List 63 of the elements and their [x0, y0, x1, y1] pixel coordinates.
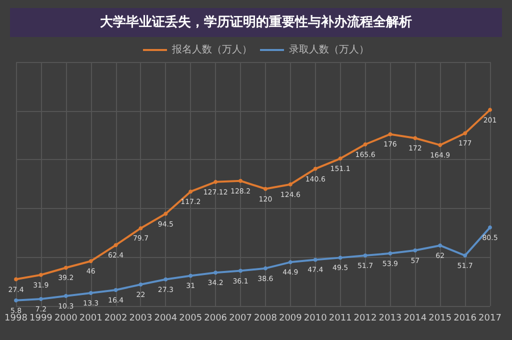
point: [188, 274, 193, 278]
x-tick-label: 1998: [4, 314, 28, 324]
x-tick-label: 2014: [404, 314, 427, 324]
point: [413, 248, 418, 252]
point: [338, 256, 342, 260]
point: [238, 268, 243, 273]
x-tick-label: 2015: [428, 314, 452, 324]
x-tick-label: 2013: [378, 314, 402, 324]
point: [388, 132, 392, 136]
x-tick-label: 2005: [179, 314, 202, 324]
point: [313, 258, 318, 262]
point: [138, 226, 143, 230]
x-tick-label: 2012: [354, 314, 377, 324]
point: [363, 142, 368, 146]
point: [164, 212, 168, 216]
point: [114, 288, 118, 292]
point: [438, 243, 442, 248]
point: [413, 136, 418, 140]
point: [463, 254, 468, 258]
point: [114, 243, 118, 248]
point: [488, 225, 492, 230]
x-tick-label: 2010: [304, 314, 328, 324]
point: [88, 291, 93, 296]
x-tick-label: 1999: [29, 314, 53, 324]
x-tick-label: 2006: [204, 314, 228, 324]
point: [164, 277, 168, 282]
x-tick-label: 2000: [54, 314, 78, 324]
point: [238, 178, 243, 183]
x-tick-label: 2017: [478, 314, 502, 324]
chart-title: 大学毕业证丢失，学历证明的重要性与补办流程全解析: [100, 14, 412, 30]
point: [138, 282, 143, 287]
legend-label: 录取人数（万人）: [289, 44, 369, 56]
point: [438, 143, 442, 148]
point: [14, 277, 18, 282]
point: [263, 266, 268, 270]
x-tick-label: 2008: [254, 314, 278, 324]
x-tick-label: 2003: [129, 314, 152, 324]
x-tick-label: 2001: [79, 314, 102, 324]
point: [214, 270, 218, 275]
point: [14, 298, 18, 302]
point: [64, 294, 68, 298]
point: [38, 296, 43, 301]
point: [263, 186, 268, 191]
legend-label: 报名人数（万人）: [171, 44, 252, 56]
point: [214, 180, 218, 184]
point: [188, 190, 193, 194]
x-tick-label: 2002: [104, 314, 128, 324]
point: [313, 166, 318, 171]
point: [338, 156, 342, 161]
point: [463, 131, 468, 136]
x-tick-label: 2007: [229, 314, 252, 324]
point: [488, 108, 492, 112]
point: [64, 266, 68, 270]
point: [288, 260, 292, 264]
point: [288, 182, 292, 186]
x-tick-label: 2011: [328, 314, 352, 324]
x-tick-label: 2004: [154, 314, 178, 324]
point: [388, 251, 392, 256]
x-tick-label: 2009: [278, 314, 302, 324]
point: [363, 254, 368, 258]
x-tick-label: 2016: [454, 314, 477, 324]
point: [38, 272, 43, 277]
point: [88, 259, 93, 264]
